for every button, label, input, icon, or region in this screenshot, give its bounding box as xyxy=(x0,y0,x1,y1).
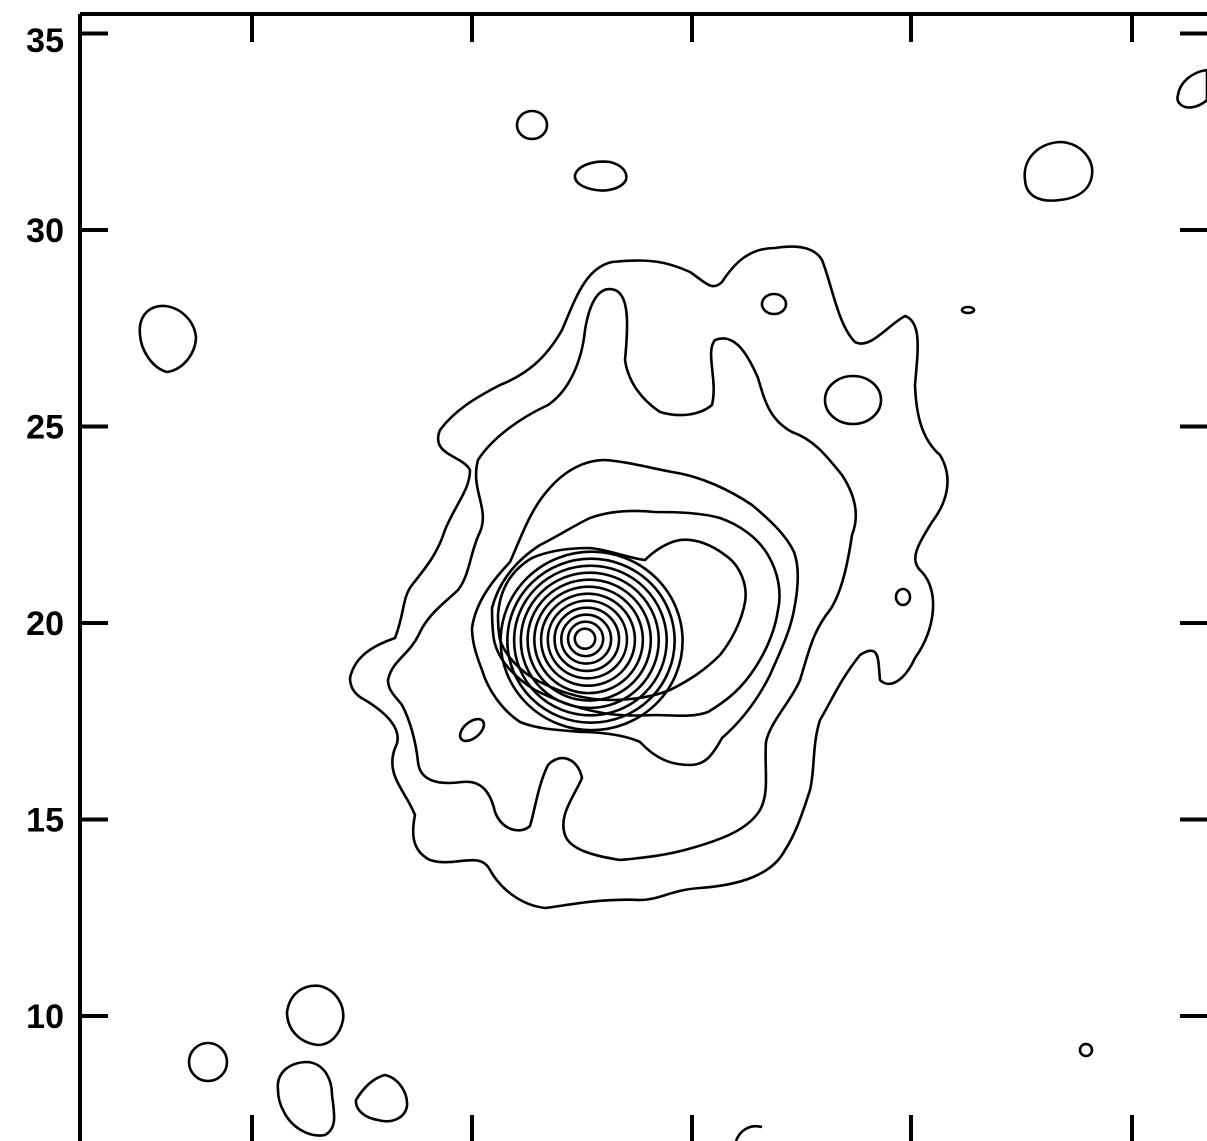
peak-ring xyxy=(526,578,653,702)
y-tick-label: 35 xyxy=(26,22,64,60)
isolated-contours xyxy=(138,68,1207,1141)
contour-isolated xyxy=(285,984,345,1047)
contour-isolated xyxy=(187,1041,229,1083)
x-axis-ticks xyxy=(250,14,1134,1141)
contour-fourth xyxy=(490,509,781,718)
peak-ring xyxy=(539,592,637,688)
contour-isolated xyxy=(1023,140,1094,202)
contour-outer xyxy=(348,245,949,910)
main-source-contours xyxy=(348,245,949,910)
contour-isolated xyxy=(1078,1042,1094,1058)
peak-ring xyxy=(519,571,661,710)
contour-isolated xyxy=(354,1073,409,1123)
main-interior-blobs xyxy=(458,292,976,743)
peak-ring xyxy=(512,564,668,717)
contour-fifth xyxy=(496,538,747,702)
contour-isolated xyxy=(573,160,628,192)
y-tick-label: 10 xyxy=(26,998,64,1036)
y-tick-label: 15 xyxy=(26,802,64,840)
contour-second xyxy=(386,287,858,862)
y-tick-label: 25 xyxy=(26,409,64,447)
peak-ring xyxy=(499,550,684,732)
contour-isolated xyxy=(734,1124,763,1141)
contour-isolated xyxy=(1176,68,1207,109)
peak-ring xyxy=(573,627,597,651)
peak-ring xyxy=(506,557,676,725)
contour-isolated xyxy=(138,304,198,374)
y-axis: 10 15 20 25 30 35 xyxy=(26,22,1207,1036)
contour-blob xyxy=(960,305,976,315)
peak-ring xyxy=(553,606,621,673)
peak-contour-rings xyxy=(499,550,684,732)
contour-isolated xyxy=(276,1060,336,1137)
contour-blob xyxy=(760,292,788,316)
contour-isolated xyxy=(515,109,549,141)
y-tick-label: 30 xyxy=(26,212,64,250)
peak-ring xyxy=(560,613,613,665)
contour-blob xyxy=(894,587,912,607)
contour-blob xyxy=(823,374,883,426)
contour-blob xyxy=(458,717,486,743)
plot-frame xyxy=(78,12,1207,1141)
y-tick-label: 20 xyxy=(26,605,64,643)
peak-ring xyxy=(546,599,629,680)
peak-ring xyxy=(566,620,605,658)
peak-ring xyxy=(533,585,645,695)
contour-third xyxy=(470,458,800,767)
